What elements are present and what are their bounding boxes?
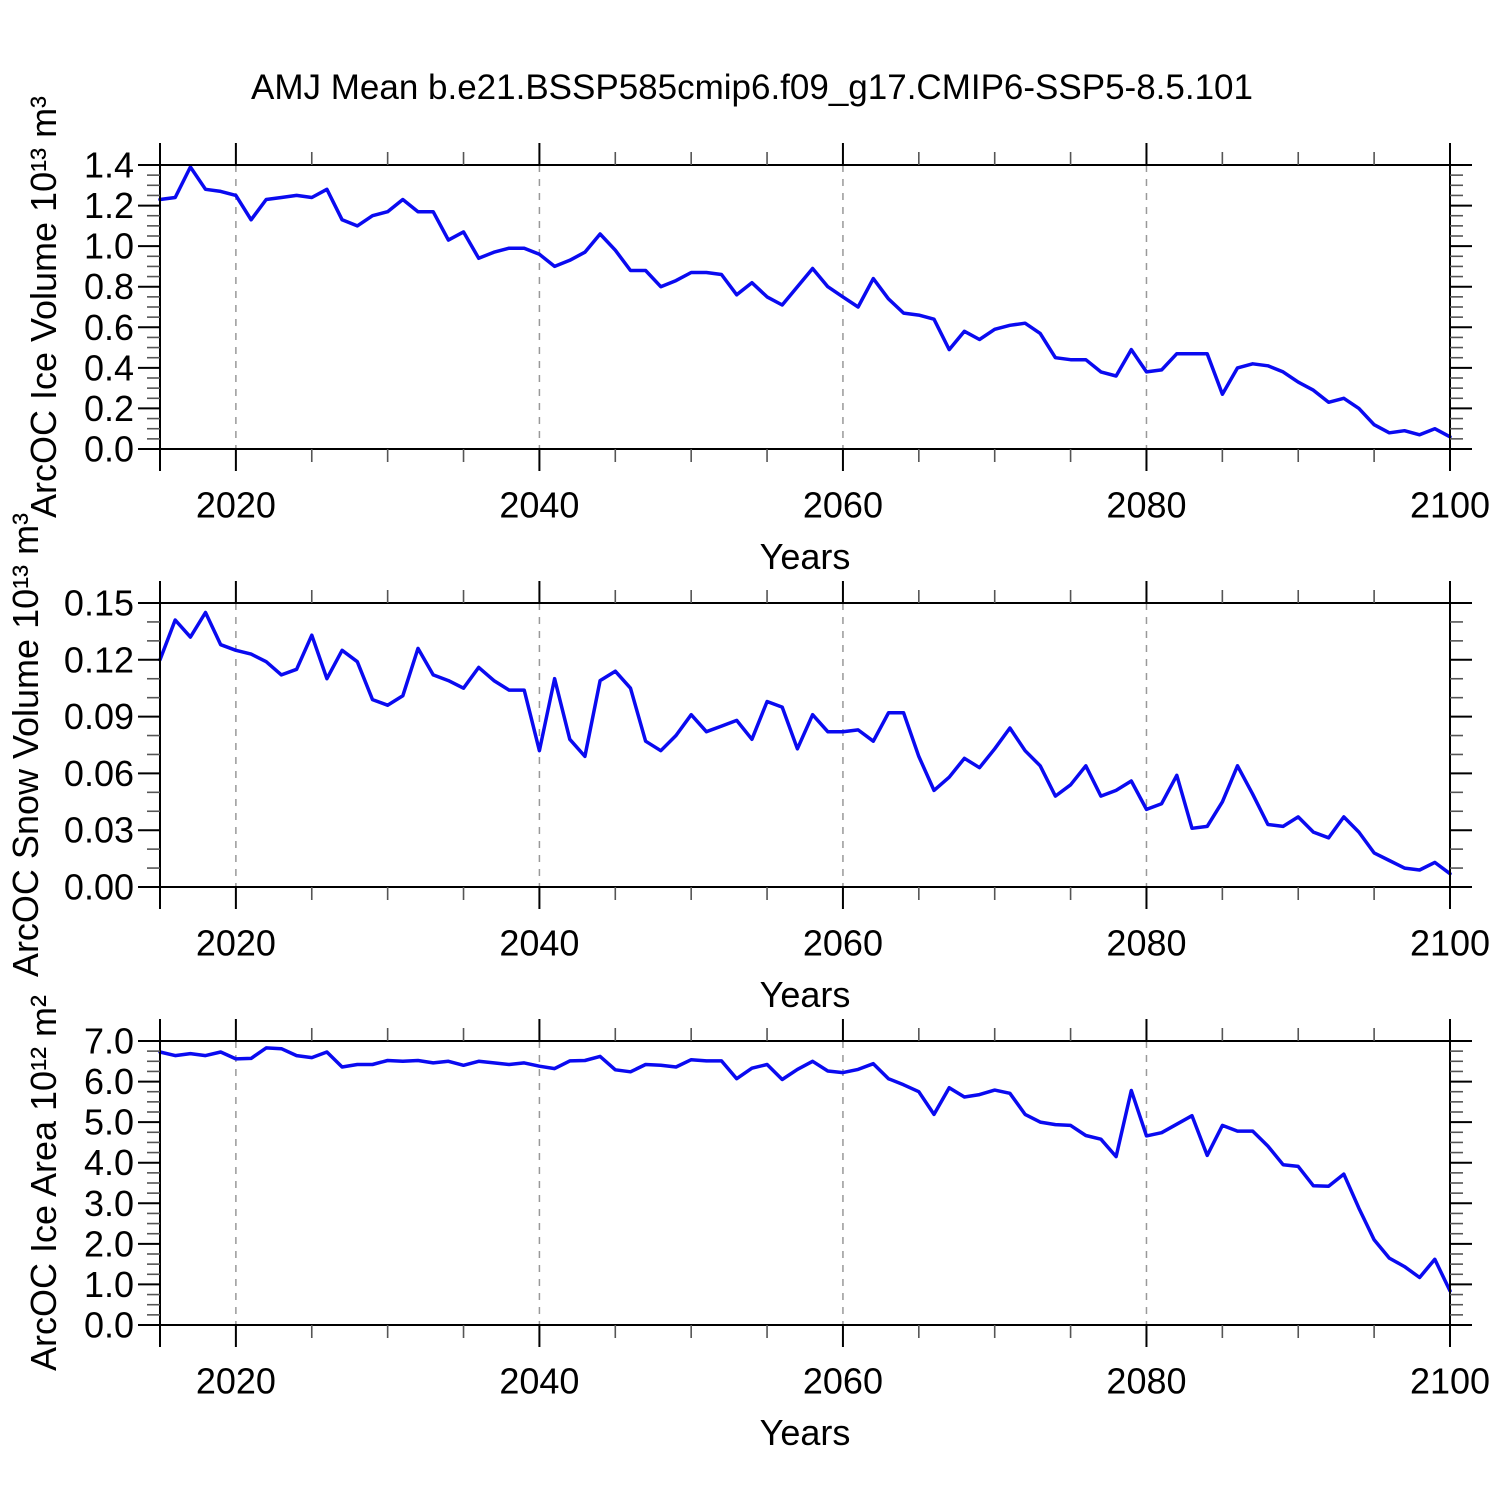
y-tick-label: 7.0 [84,1021,134,1062]
y-tick-label: 4.0 [84,1142,134,1183]
y-tick-label: 5.0 [84,1102,134,1143]
y-tick-label: 3.0 [84,1183,134,1224]
y-tick-label: 0.0 [84,429,134,470]
x-tick-label: 2080 [1106,1361,1186,1402]
y-tick-label: 0.09 [64,696,134,737]
x-axis-title-years-2: Years [759,974,851,1015]
y-tick-label: 0.03 [64,810,134,851]
x-tick-label: 2020 [196,923,276,964]
x-tick-label: 2040 [499,485,579,526]
y-tick-label: 1.2 [84,185,134,226]
data-line-arcoc-ice-volume [158,165,1452,439]
panel-arcoc-snow-volume: 2020 2040 2060 2080 2100 0.00 0.03 0.06 0.09 0.12… [64,581,1490,964]
x-tick-label: 2100 [1410,485,1490,526]
panel-arcoc-ice-volume: 2020 2040 2060 2080 21000.00.20.40.60.81.01.… [84,143,1490,526]
x-tick-label: 2040 [499,1361,579,1402]
y-tick-label: 0.06 [64,753,134,794]
y-tick-label: 1.0 [84,226,134,267]
y-tick-label: 1.4 [84,145,134,186]
panel-arcoc-ice-area: 2020 2040 2060 2080 2100 0.01.02.03.04.05.06.… [84,1019,1490,1402]
x-tick-label: 2020 [196,1361,276,1402]
x-axis-title-years-1: Years [759,536,851,577]
x-tick-label: 2080 [1106,923,1186,964]
y-tick-label: 1.0 [84,1264,134,1305]
y-tick-label: 0.0 [84,1305,134,1346]
y-axis-title-ice-area: ArcOC Ice Area 10¹² m² [23,994,64,1372]
y-tick-label: 0.15 [64,583,134,624]
y-tick-label: 0.00 [64,867,134,908]
x-tick-label: 2020 [196,485,276,526]
x-tick-label: 2060 [803,485,883,526]
plot-border [159,164,1451,450]
figure-title: AMJ Mean b.e21.BSSP585cmip6.f09_g17.CMIP… [251,68,1253,107]
data-line-arcoc-snow-volume [158,610,1452,876]
y-tick-label: 0.2 [84,388,134,429]
y-tick-label: 0.12 [64,639,134,680]
y-tick-label: 0.6 [84,307,134,348]
x-tick-label: 2100 [1410,1361,1490,1402]
y-tick-label: 2.0 [84,1223,134,1264]
y-tick-label: 6.0 [84,1061,134,1102]
x-tick-label: 2060 [803,923,883,964]
plot-border [159,602,1451,888]
y-axis-title-ice-volume: ArcOC Ice Volume 10¹³ m³ [23,95,64,519]
x-tick-label: 2080 [1106,485,1186,526]
x-axis-title-years-3: Years [759,1412,851,1453]
y-tick-label: 0.8 [84,266,134,307]
y-axis-title-snow-volume: ArcOC Snow Volume 10¹³ m³ [5,512,46,978]
y-tick-label: 0.4 [84,347,134,388]
x-tick-label: 2060 [803,1361,883,1402]
x-tick-label: 2040 [499,923,579,964]
data-line-arcoc-ice-area [158,1046,1452,1293]
x-tick-label: 2100 [1410,923,1490,964]
plot-border [159,1040,1451,1326]
